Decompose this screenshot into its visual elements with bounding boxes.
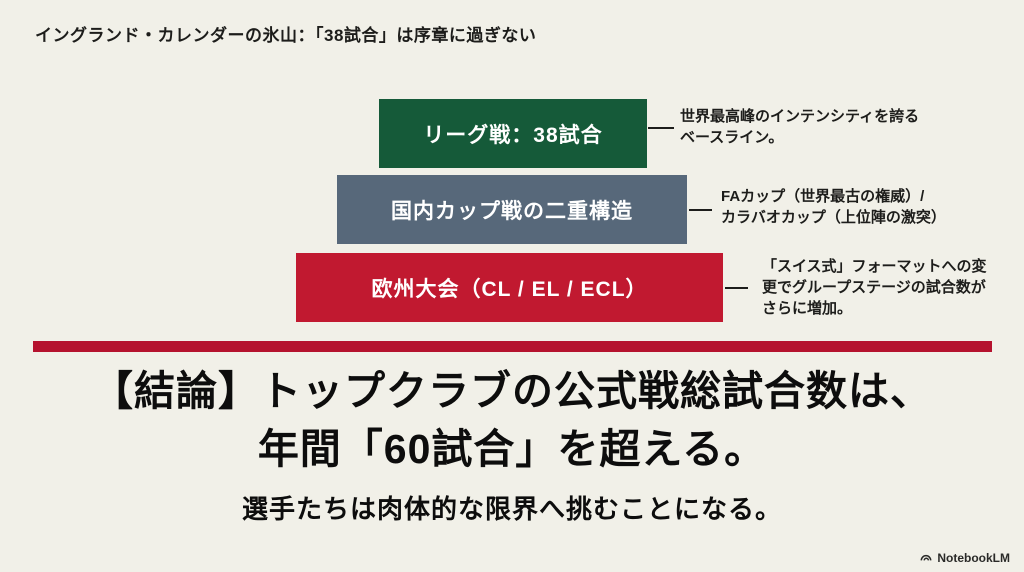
conclusion-line-1: 【結論】トップクラブの公式戦総試合数は、 xyxy=(92,368,932,414)
annotation-domestic-cups-line-2: カラバオカップ（上位陣の激突） xyxy=(721,209,946,226)
annotation-european-line-2: 更でグループステージの試合数が xyxy=(762,279,986,296)
annotation-league-line-1: 世界最高峰のインテンシティを誇る xyxy=(680,108,920,125)
pyramid-bar-domestic-cups-label: 国内カップ戦の二重構造 xyxy=(391,199,633,223)
conclusion-line-2: 年間「60試合」を超える。 xyxy=(257,426,767,472)
conclusion-block: 【結論】トップクラブの公式戦総試合数は、 年間「60試合」を超える。 選手たちは… xyxy=(0,362,1024,526)
annotation-european-line-3: さらに増加。 xyxy=(762,300,853,317)
conclusion-line-3: 選手たちは肉体的な限界へ挑むことになる。 xyxy=(241,494,782,524)
annotation-domestic-cups: FAカップ（世界最古の権威）/ カラバオカップ（上位陣の激突） xyxy=(721,186,946,228)
annotation-european-line-1: 「スイス式」フォーマットへの変 xyxy=(762,258,987,275)
annotation-league: 世界最高峰のインテンシティを誇る ベースライン。 xyxy=(680,106,919,148)
notebooklm-watermark: NotebookLM xyxy=(919,551,1010,565)
annotation-european: 「スイス式」フォーマットへの変 更でグループステージの試合数が さらに増加。 xyxy=(762,256,987,319)
annotation-league-line-2: ベースライン。 xyxy=(680,129,784,146)
pyramid-bar-european-label: 欧州大会（CL / EL / ECL） xyxy=(371,277,648,301)
divider-rule xyxy=(33,341,992,352)
pyramid-bar-league-label: リーグ戦：38試合 xyxy=(423,123,603,147)
pyramid-bar-league: リーグ戦：38試合 xyxy=(379,99,647,168)
connector-line-domestic-cups xyxy=(689,209,712,211)
connector-line-league xyxy=(648,127,674,129)
slide-title: イングランド・カレンダーの氷山：「38試合」は序章に過ぎない xyxy=(35,26,537,45)
pyramid-bar-domestic-cups: 国内カップ戦の二重構造 xyxy=(337,175,687,244)
notebooklm-brand-label: NotebookLM xyxy=(937,551,1010,565)
annotation-domestic-cups-line-1: FAカップ（世界最古の権威）/ xyxy=(721,188,925,205)
connector-line-european xyxy=(725,287,748,289)
notebooklm-logo-icon xyxy=(919,551,933,565)
pyramid-bar-european: 欧州大会（CL / EL / ECL） xyxy=(296,253,723,322)
